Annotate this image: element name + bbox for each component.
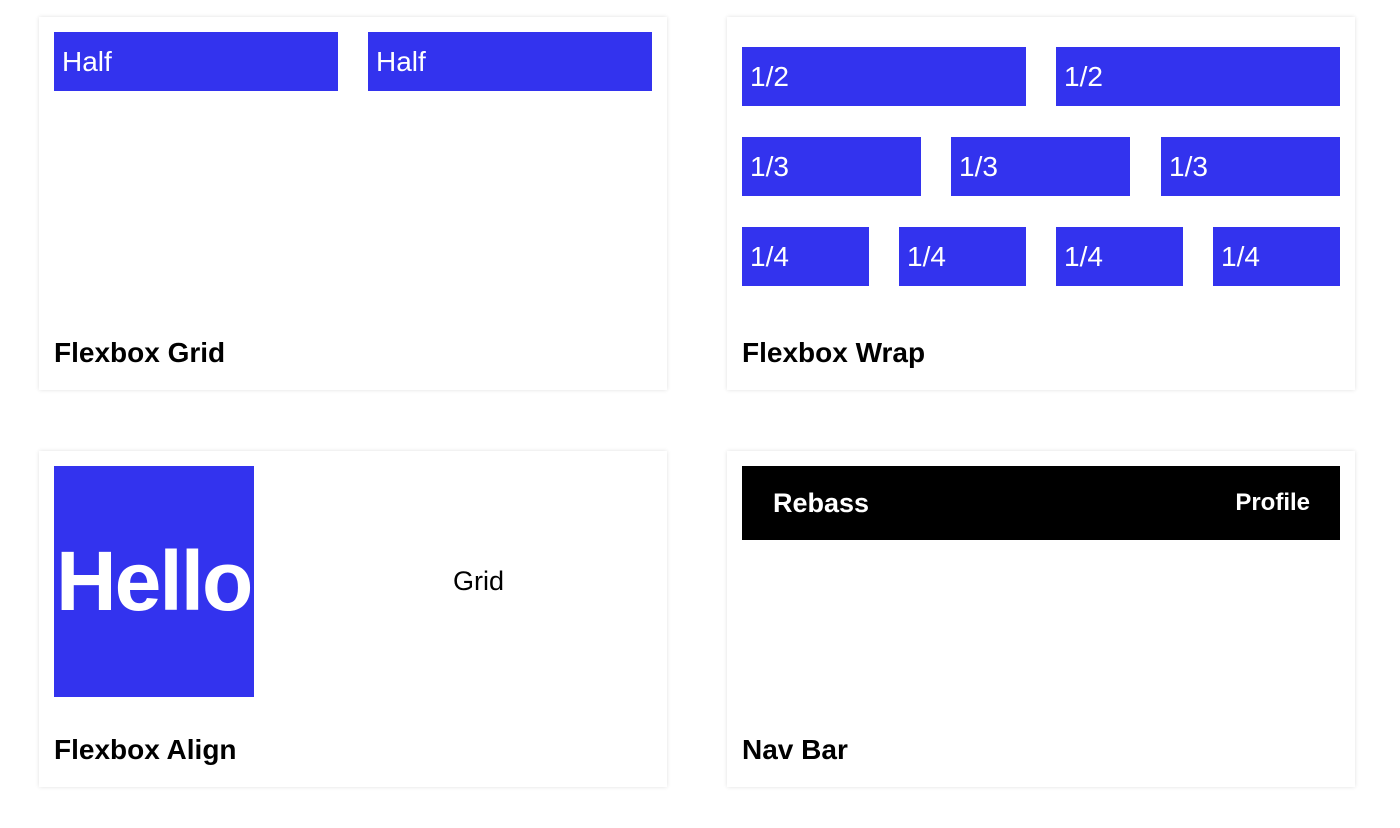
half-box: Half — [54, 32, 338, 91]
card-flexbox-wrap: 1/2 1/2 1/3 1/3 1/3 1/4 1/4 1/4 1/4 Flex… — [727, 17, 1355, 390]
nav-link-profile[interactable]: Profile — [1235, 489, 1310, 516]
card-flexbox-grid: Half Half Flexbox Grid — [39, 17, 667, 390]
half-box: 1/2 — [1056, 47, 1340, 106]
hello-box: Hello — [54, 466, 254, 697]
nav-brand[interactable]: Rebass — [773, 487, 870, 518]
card-title: Flexbox Grid — [54, 337, 226, 368]
quarter-box: 1/4 — [742, 227, 869, 286]
nav-bar: Rebass Profile — [742, 466, 1340, 540]
half-box: Half — [368, 32, 652, 91]
card-title: Flexbox Align — [54, 734, 237, 765]
quarter-box: 1/4 — [1213, 227, 1340, 286]
card-nav-bar: Rebass Profile Nav Bar — [727, 451, 1355, 787]
third-box: 1/3 — [742, 137, 921, 196]
card-title: Flexbox Wrap — [742, 337, 926, 368]
third-box: 1/3 — [951, 137, 1130, 196]
third-box: 1/3 — [1161, 137, 1340, 196]
quarter-box: 1/4 — [899, 227, 1026, 286]
hello-text: Hello — [56, 534, 253, 628]
half-box: 1/2 — [742, 47, 1026, 106]
card-title: Nav Bar — [742, 734, 848, 765]
card-flexbox-align: Hello Grid Flexbox Align — [39, 451, 667, 787]
quarter-box: 1/4 — [1056, 227, 1183, 286]
grid-text: Grid — [453, 566, 505, 596]
